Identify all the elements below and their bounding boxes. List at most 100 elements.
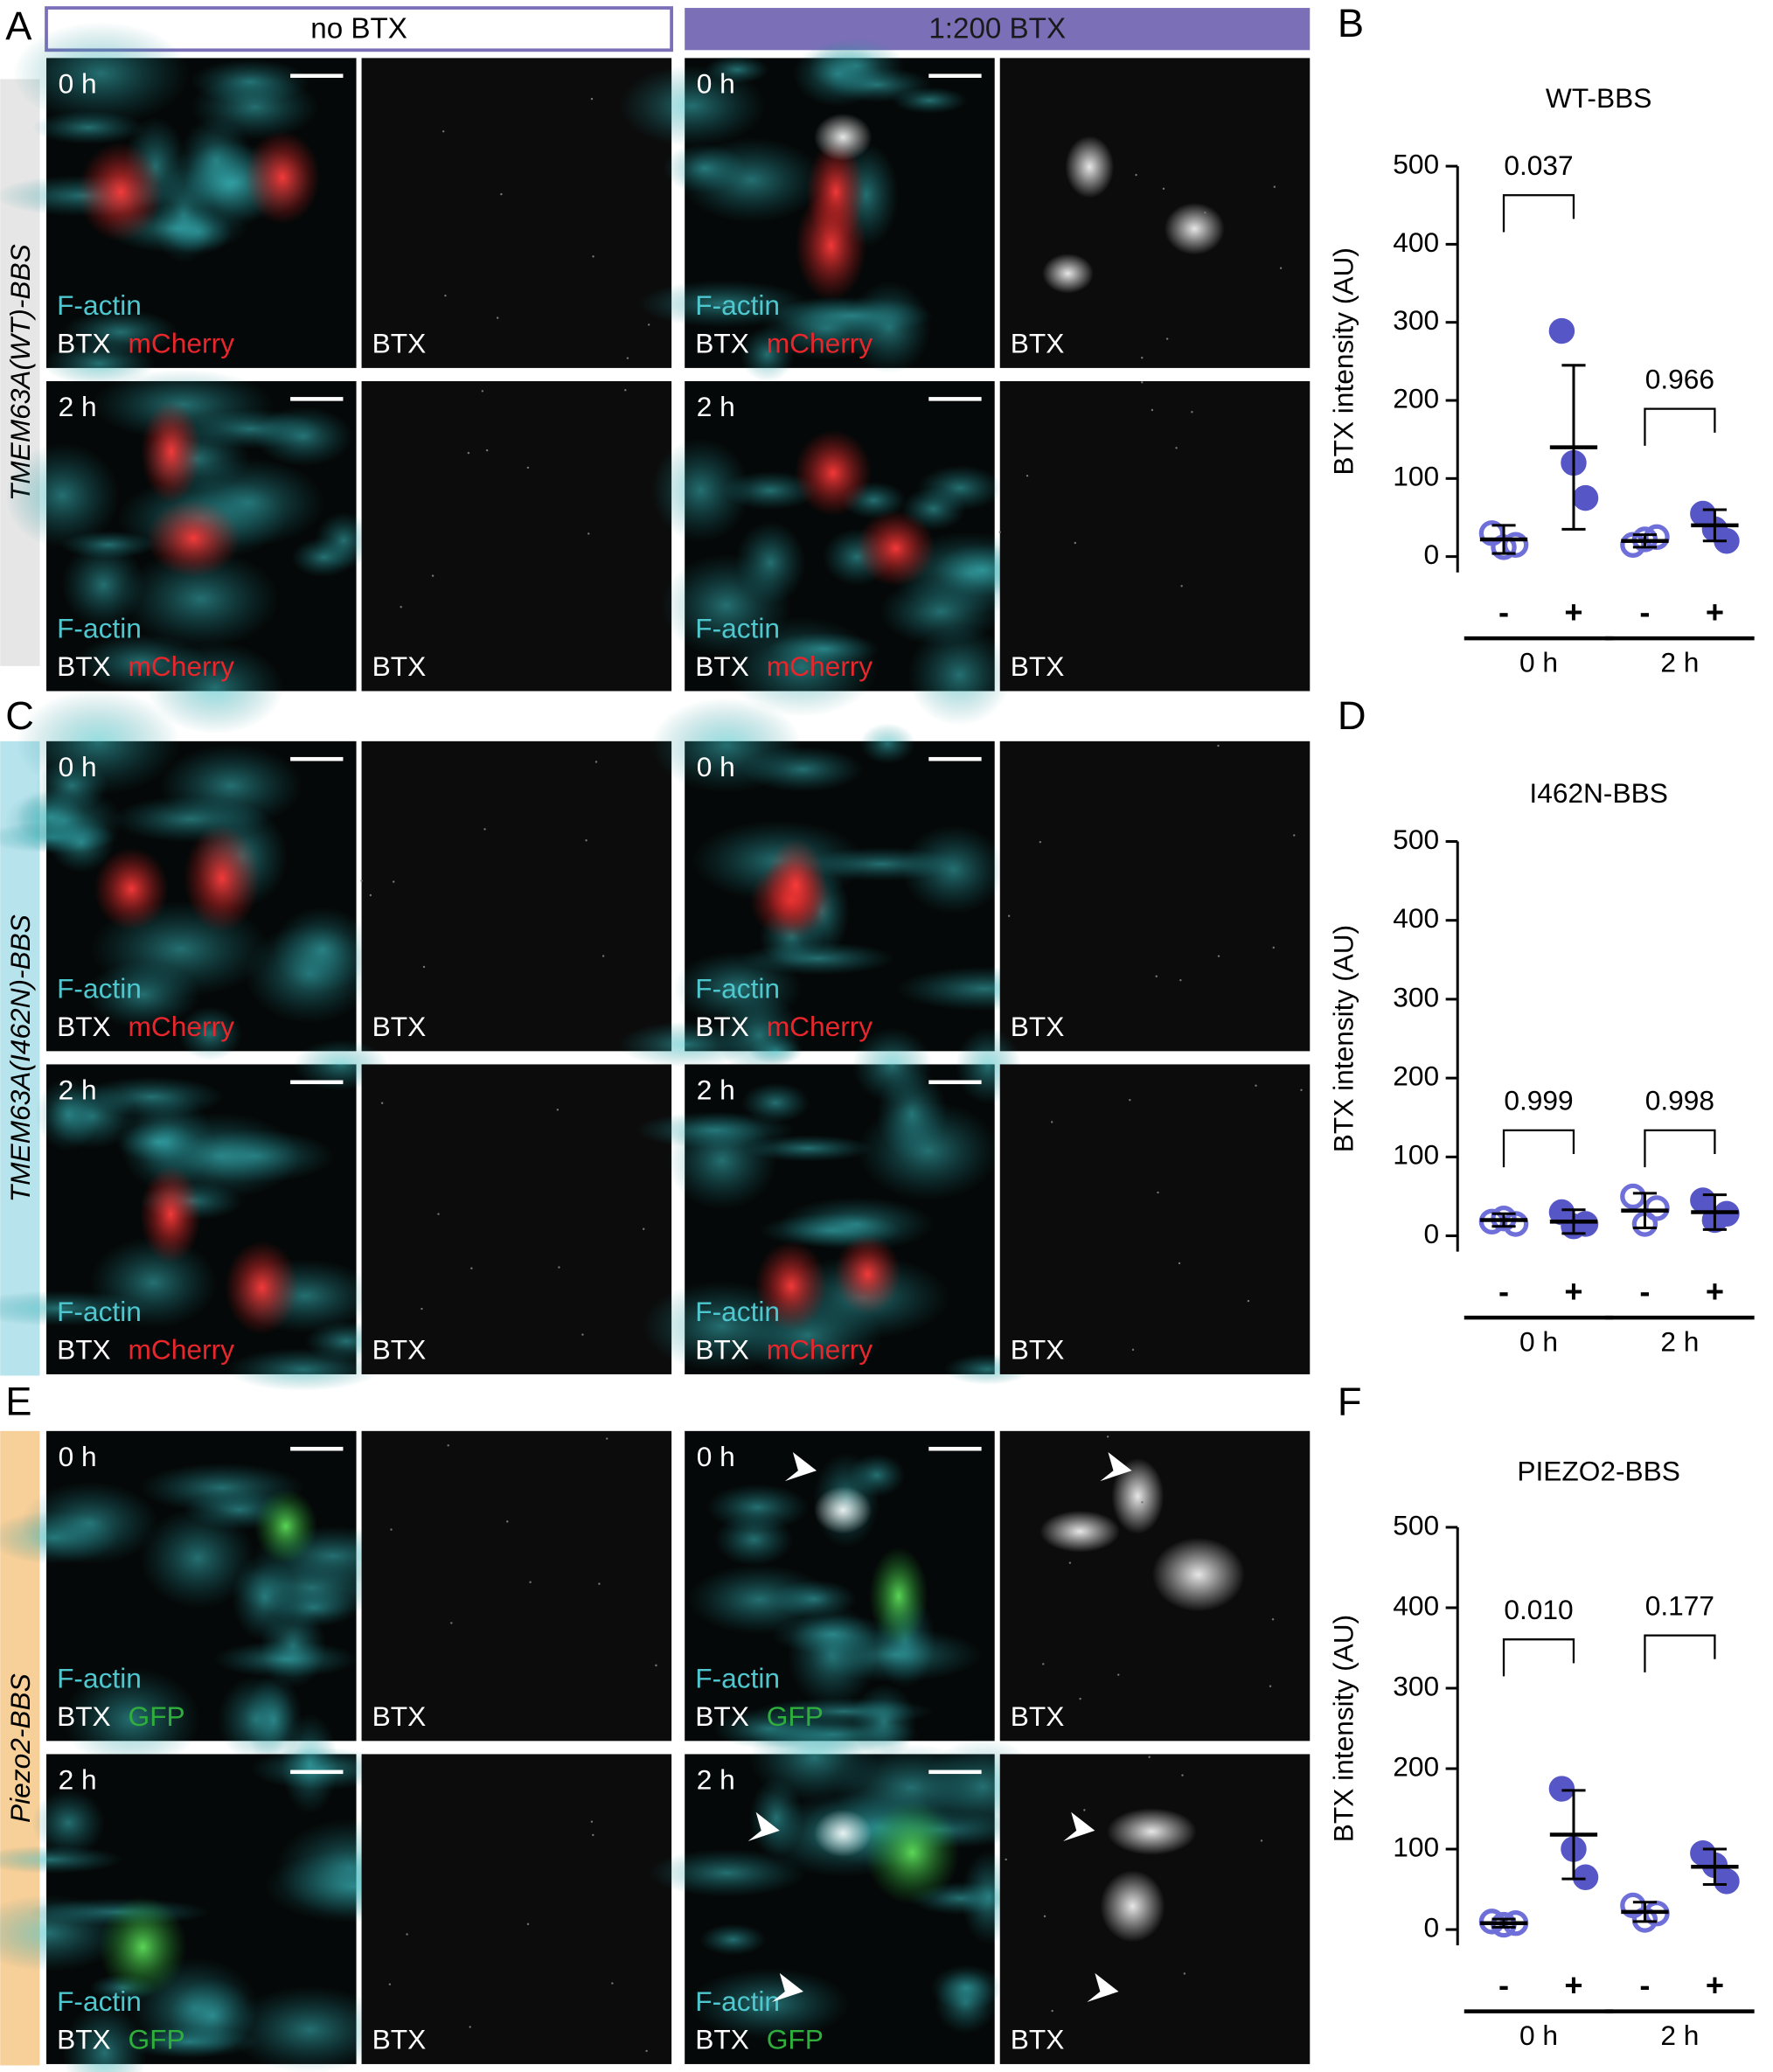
reporter-signal: [98, 1896, 187, 1999]
actin-signal: [880, 577, 1002, 646]
p-value: 0.037: [1504, 149, 1573, 181]
micrograph: BTX: [361, 380, 672, 692]
noise-dot: [526, 466, 530, 469]
x-tick-label: +: [1706, 1273, 1724, 1309]
noise-dot: [1042, 1663, 1045, 1665]
micrograph: BTX: [999, 1754, 1311, 2064]
noise-dot: [624, 389, 627, 392]
noise-dot: [1106, 1436, 1109, 1438]
time-label: 0 h: [697, 751, 735, 782]
noise-dot: [469, 2026, 471, 2028]
btx-signal: [1100, 1870, 1165, 1943]
reporter-signal: [146, 499, 240, 578]
noise-dot: [1162, 187, 1165, 191]
micrograph: 2 h F-actin BTX mCherry: [635, 1027, 1032, 1385]
arrowhead: [1063, 1811, 1095, 1841]
channel-label: BTX: [372, 1011, 427, 1042]
arrowhead: [1100, 1451, 1132, 1482]
time-label: 2 h: [59, 1074, 97, 1105]
actin-signal: [170, 1978, 256, 2053]
reporter-signal: [140, 1165, 202, 1263]
actin-signal: [768, 632, 880, 666]
actin-signal: [63, 1667, 200, 1771]
noise-dot: [526, 1923, 530, 1926]
replicate-point: [1714, 1868, 1740, 1895]
noise-dot: [1255, 1084, 1257, 1087]
time-label: 2 h: [697, 1763, 735, 1795]
p-value: 0.999: [1504, 1085, 1573, 1116]
noise-dot: [529, 1581, 532, 1583]
noise-dot: [1068, 1561, 1072, 1564]
noise-dot: [592, 255, 594, 258]
p-value: 0.966: [1645, 363, 1714, 394]
y-tick-label: 400: [1393, 902, 1439, 934]
micrograph: 0 h F-actin BTX GFP: [0, 1430, 414, 1771]
btx-signal: [1042, 254, 1094, 294]
noise-dot: [1157, 1191, 1159, 1194]
chart-title: PIEZO2-BBS: [1517, 1455, 1680, 1486]
noise-dot: [1026, 474, 1029, 477]
panel-letter: B: [1338, 1, 1364, 45]
noise-dot: [1051, 2009, 1053, 2013]
micrograph: BTX: [999, 1064, 1311, 1374]
actin-signal: [21, 1481, 159, 1565]
channel-label: BTX: [695, 1334, 749, 1366]
significance-bracket: [1644, 1129, 1716, 1168]
actin-signal: [741, 1082, 810, 1123]
btx-signal: [814, 113, 873, 162]
channel-label: F-actin: [57, 612, 142, 643]
noise-dot: [1005, 1858, 1007, 1861]
actin-signal: [648, 1848, 806, 1897]
noise-dot: [590, 97, 594, 101]
noise-dot: [447, 1444, 449, 1447]
noise-dot: [1155, 975, 1158, 977]
time-label: 0 h: [59, 751, 97, 782]
noise-dot: [1279, 267, 1283, 269]
y-tick-label: 500: [1393, 1509, 1439, 1540]
group-label: 2 h: [1660, 2020, 1699, 2051]
micrograph: BTX: [361, 1754, 672, 2064]
noise-dot: [1151, 408, 1154, 412]
noise-dot: [421, 1307, 423, 1311]
noise-dot: [1141, 381, 1144, 384]
y-tick-label: 0: [1423, 539, 1439, 570]
noise-dot: [360, 880, 363, 882]
noise-dot: [588, 532, 590, 535]
y-tick-label: 100: [1393, 1831, 1439, 1862]
replicate-point: [1548, 1776, 1575, 1802]
noise-dot: [390, 1528, 393, 1531]
time-label: 2 h: [697, 1074, 735, 1105]
time-label: 0 h: [59, 67, 97, 99]
noise-dot: [1269, 1685, 1272, 1687]
btx-signal: [1111, 1458, 1165, 1534]
micrograph: 2 h F-actin BTX GFP: [0, 1714, 443, 2072]
scale-bar: [290, 397, 344, 401]
scale-bar: [290, 756, 344, 761]
actin-signal: [779, 1197, 934, 1252]
actin-signal: [689, 1968, 850, 2040]
channel-label: F-actin: [57, 289, 142, 321]
noise-dot: [1165, 337, 1169, 340]
actin-signal: [650, 697, 803, 793]
noise-dot: [1079, 1697, 1081, 1700]
channel-label: BTX: [372, 2024, 427, 2055]
micrograph-background: [999, 58, 1311, 368]
noise-dot: [1148, 1756, 1151, 1758]
y-tick-label: 0: [1423, 1218, 1439, 1249]
actin-signal: [62, 2003, 147, 2072]
replicate-point: [1644, 1195, 1670, 1221]
actin-signal: [226, 1347, 380, 1391]
noise-dot: [1131, 1348, 1135, 1352]
channel-label: F-actin: [57, 972, 142, 1004]
actin-signal: [824, 66, 932, 103]
btx-signal: [1039, 1510, 1121, 1553]
micrograph: BTX: [361, 1064, 672, 1374]
micrograph-background: [361, 1754, 672, 2064]
micrograph-background: [361, 1064, 672, 1374]
noise-dot: [1271, 1618, 1275, 1621]
channel-label: BTX: [695, 328, 749, 359]
p-value: 0.177: [1645, 1589, 1714, 1621]
noise-dot: [400, 606, 402, 608]
micrograph-background: [999, 1064, 1311, 1374]
noise-dot: [1141, 1501, 1144, 1504]
